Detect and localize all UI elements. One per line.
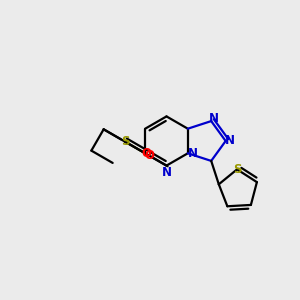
Text: S: S [121,135,129,148]
Text: O: O [141,147,151,161]
Text: N: N [161,166,172,179]
Text: S: S [233,163,241,176]
Text: N: N [188,147,198,160]
Text: N: N [225,134,235,148]
Text: O: O [144,149,154,162]
Text: N: N [209,112,219,124]
